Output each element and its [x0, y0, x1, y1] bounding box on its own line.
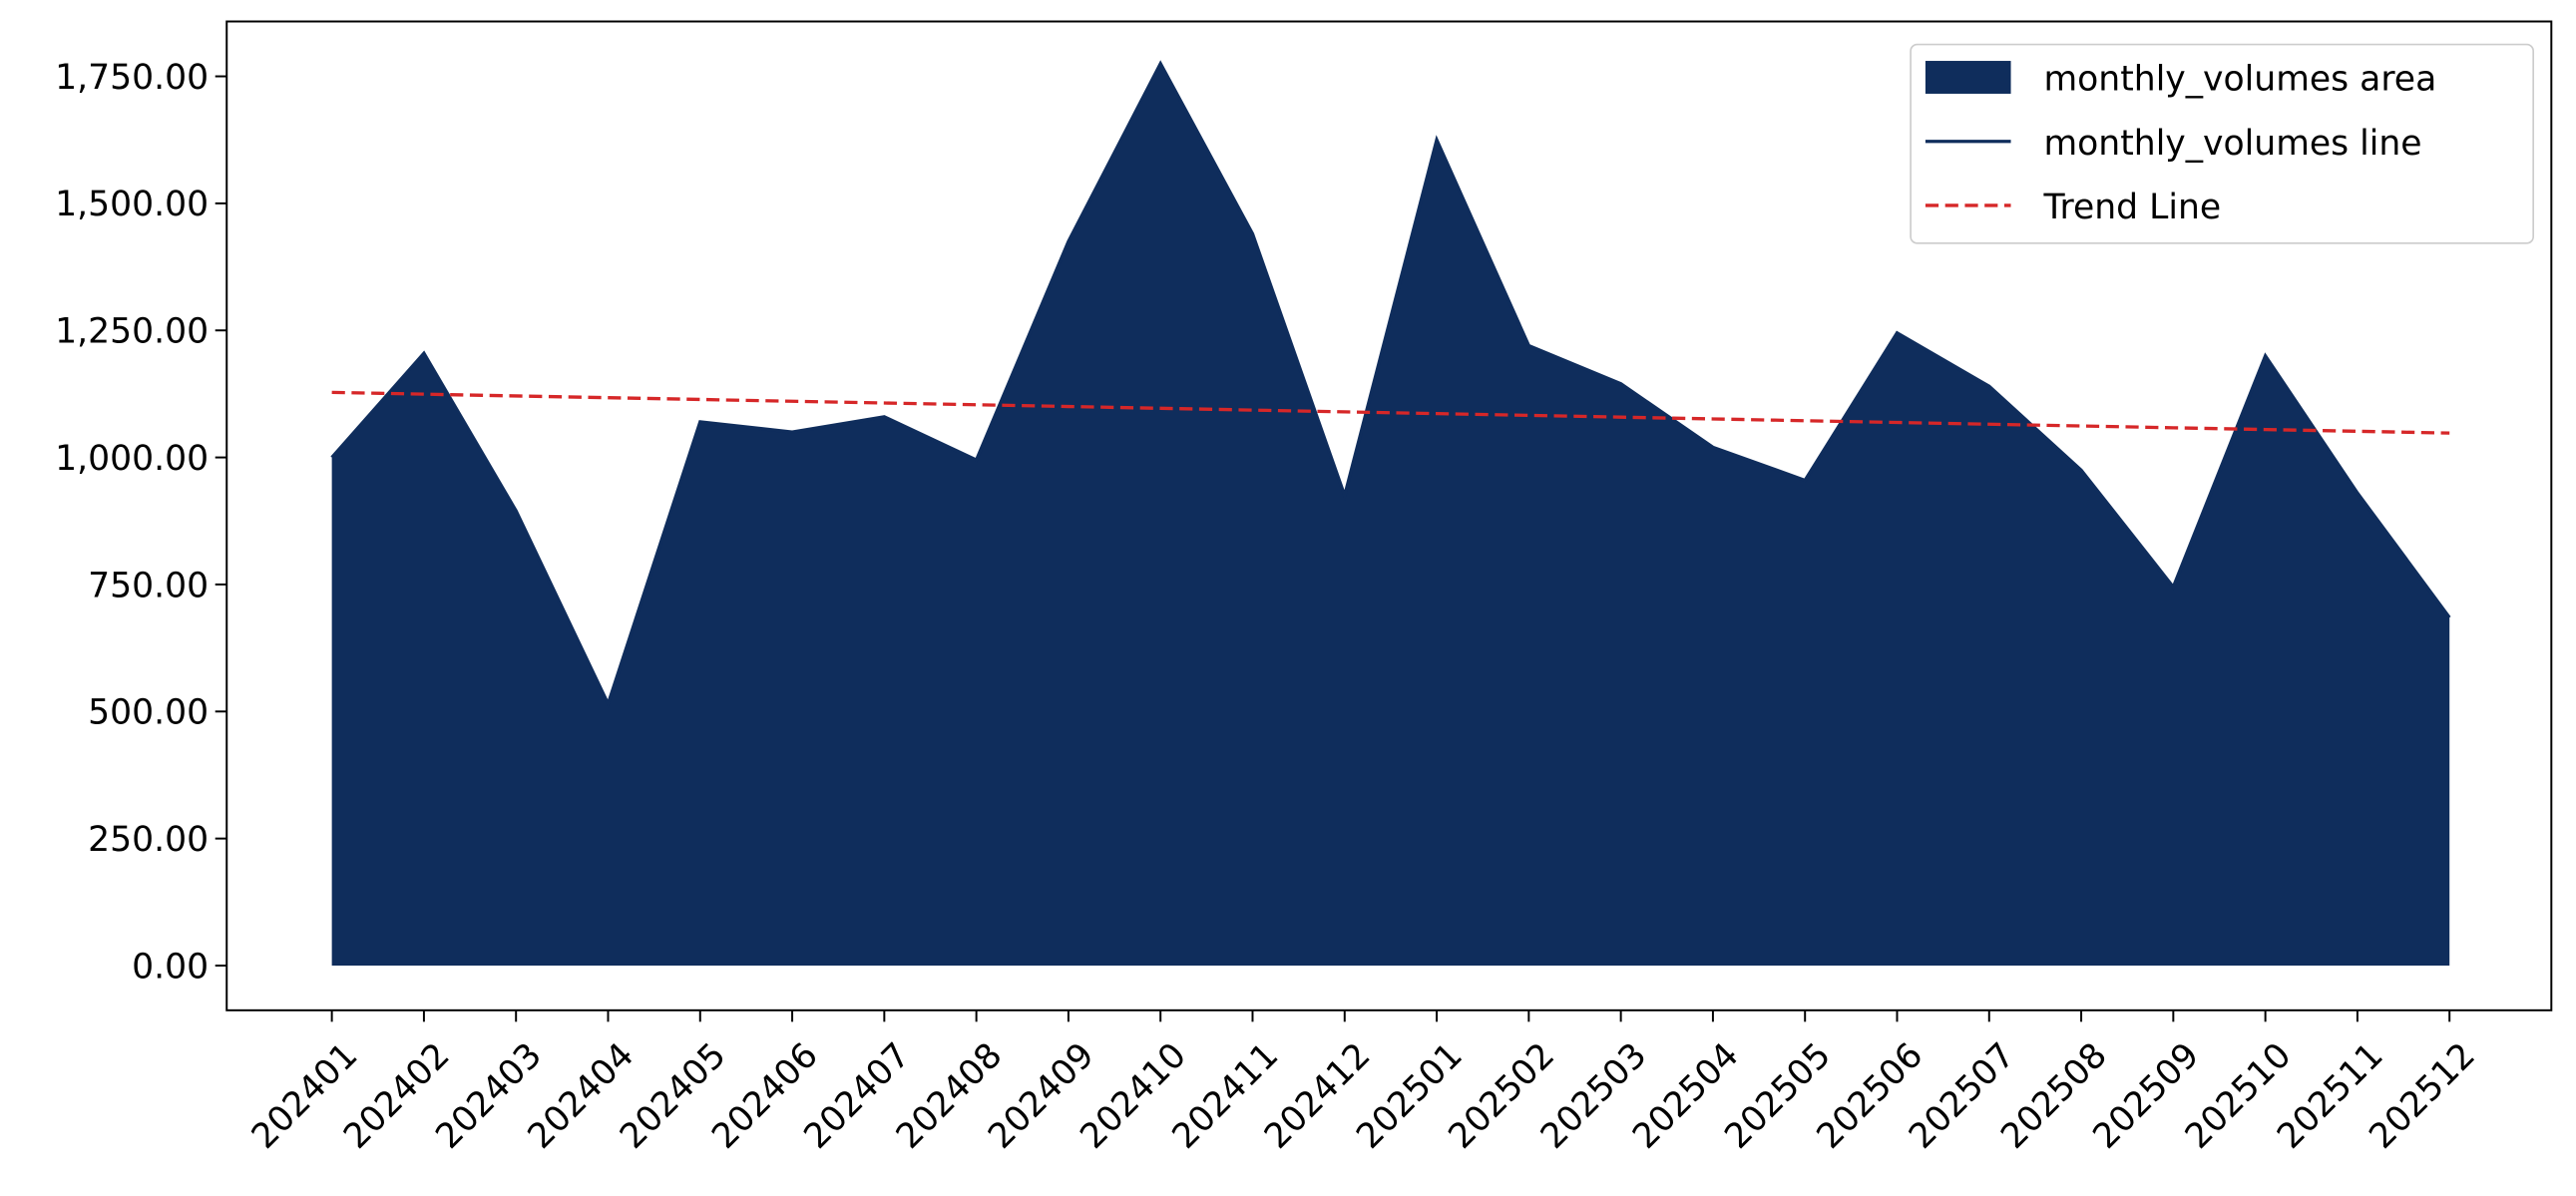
legend-label: monthly_volumes area: [2043, 60, 2436, 100]
legend-label: monthly_volumes line: [2043, 124, 2421, 164]
y-tick-label: 500.00: [88, 693, 209, 733]
legend-swatch: [1925, 61, 2011, 94]
line: [330, 60, 2451, 709]
axes-frame: [225, 20, 2553, 1011]
y-tick-label: 1,000.00: [55, 439, 209, 479]
trend-line: [331, 390, 2450, 435]
plot-area: [330, 60, 2451, 966]
y-tick-label: 1,750.00: [55, 58, 209, 98]
y-tick-label: 0.00: [132, 947, 209, 987]
area: [331, 63, 2450, 966]
y-tick-label: 1,500.00: [55, 185, 209, 224]
legend-label: Trend Line: [2042, 188, 2221, 227]
legend-box: [1910, 43, 2535, 244]
y-tick-label: 1,250.00: [55, 312, 209, 352]
y-tick-label: 250.00: [88, 820, 209, 860]
y-tick-label: 750.00: [88, 566, 209, 605]
legend: monthly_volumes area monthly_volumes line…: [1910, 43, 2535, 244]
